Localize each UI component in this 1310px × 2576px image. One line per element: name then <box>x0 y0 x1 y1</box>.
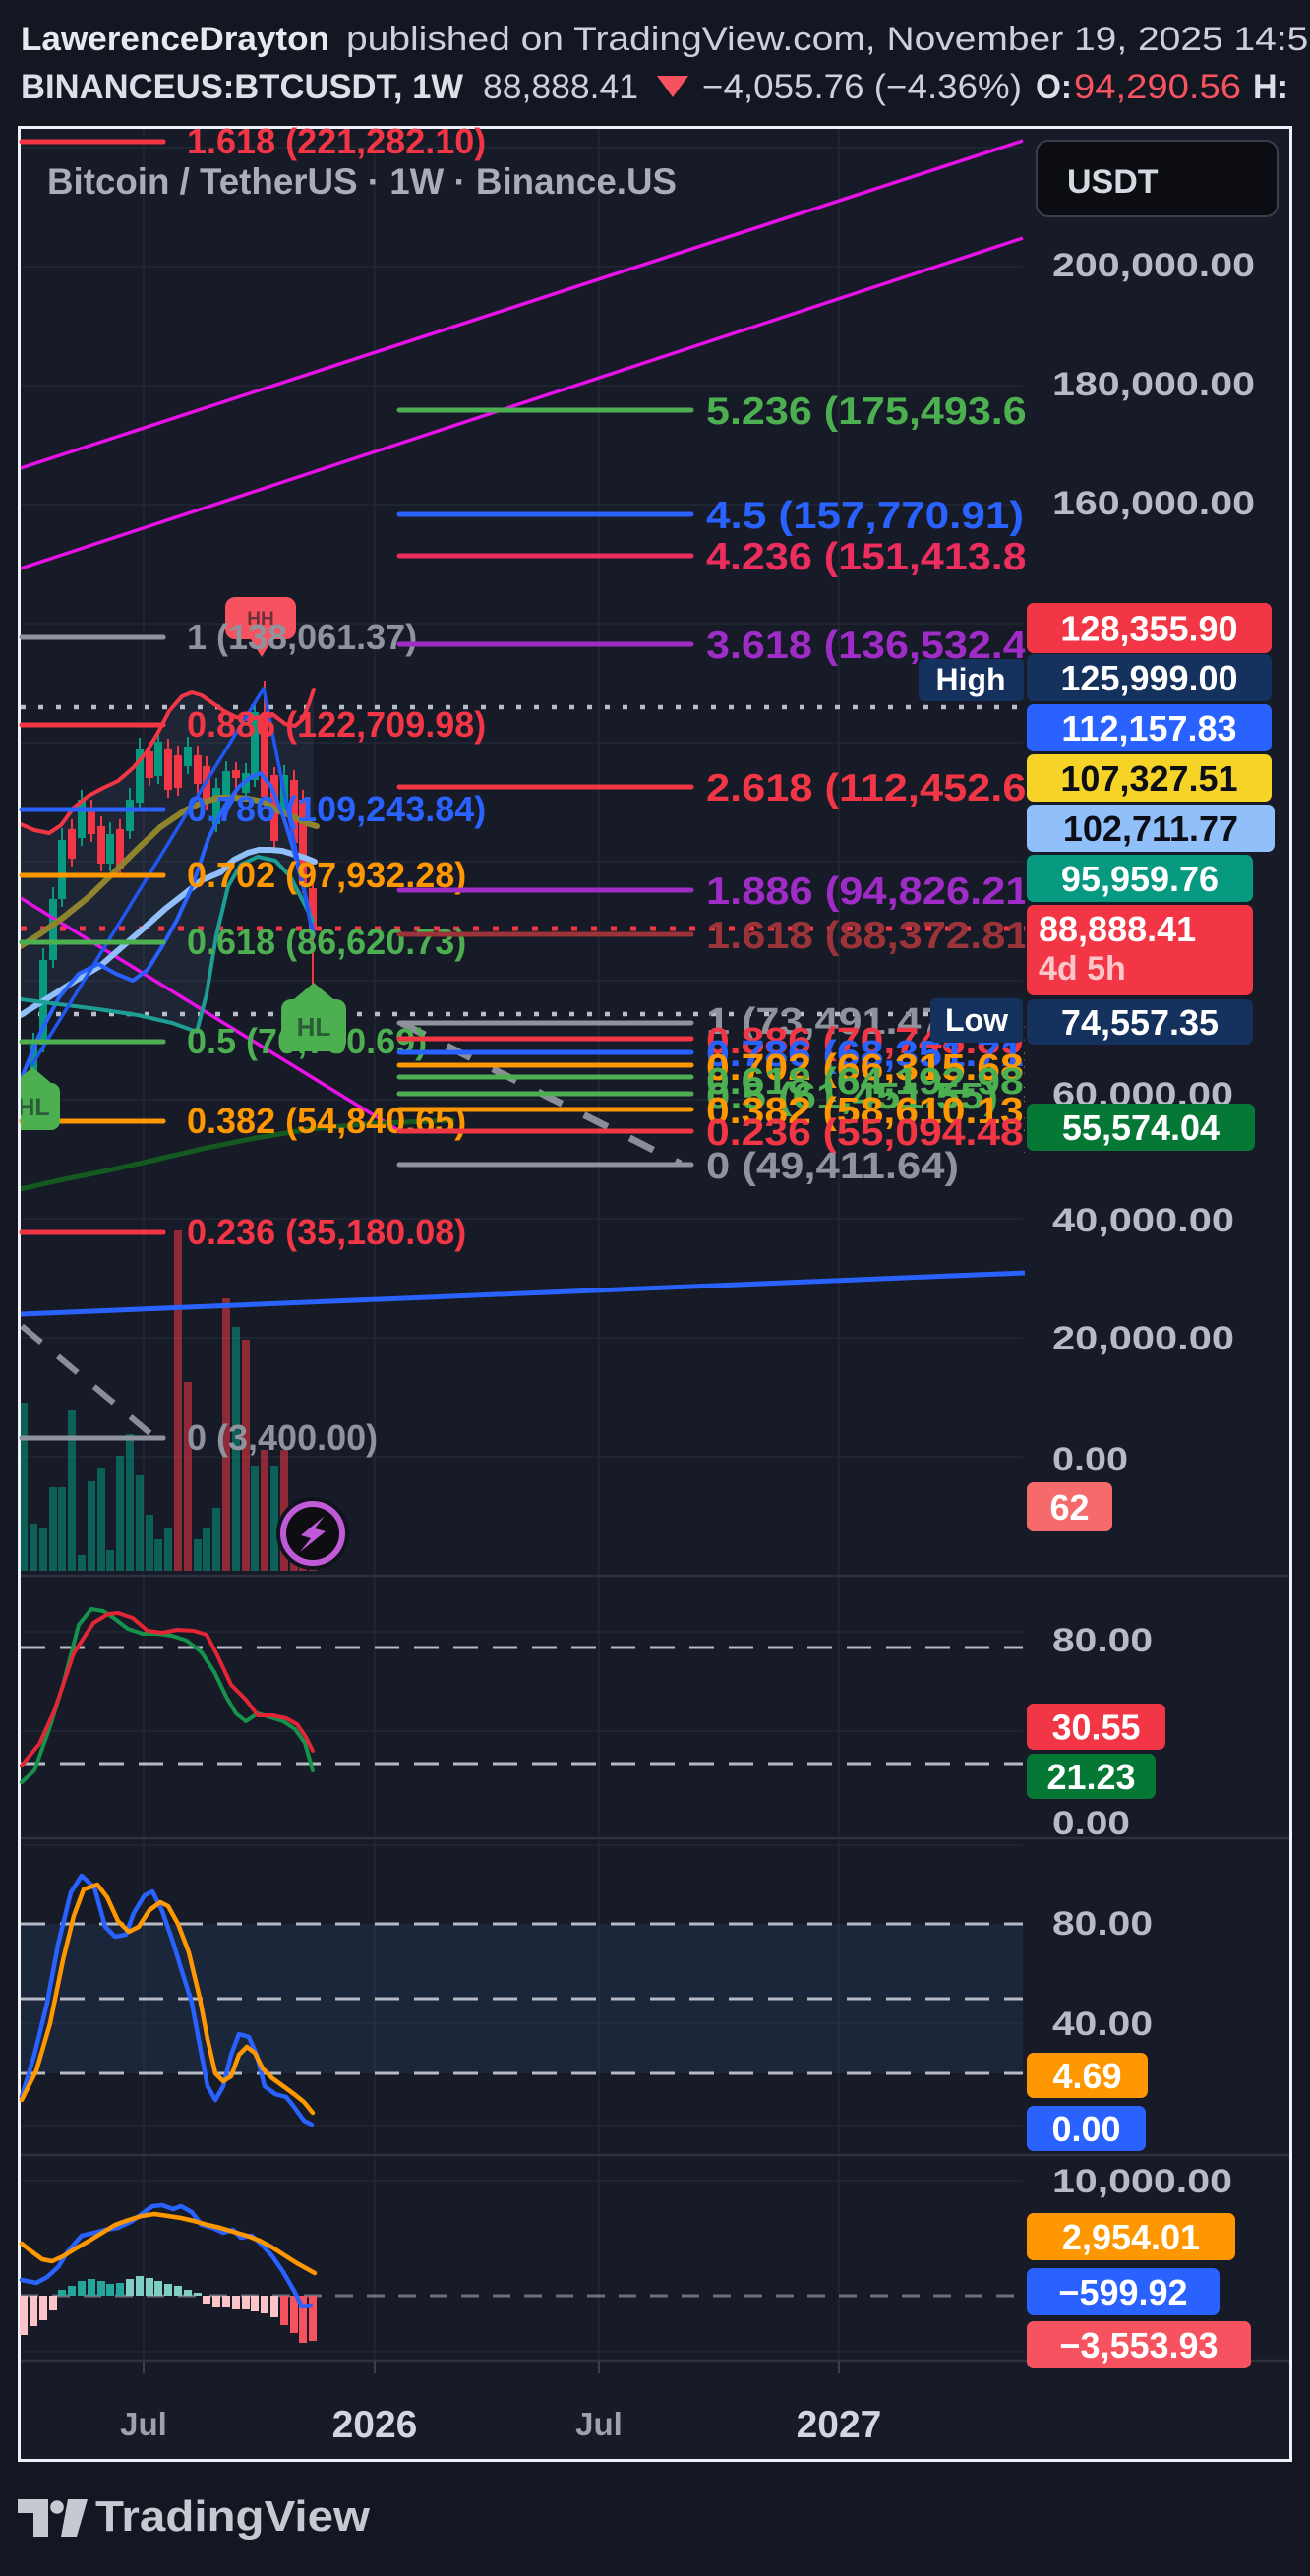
svg-text:H:: H: <box>1253 68 1288 106</box>
svg-text:HL: HL <box>297 1012 331 1042</box>
svg-text:O:: O: <box>1036 68 1072 106</box>
svg-text:112,157.83: 112,157.83 <box>1061 708 1236 749</box>
svg-text:107,327.51: 107,327.51 <box>1060 758 1237 799</box>
svg-text:HH: HH <box>247 609 273 629</box>
svg-text:40.00: 40.00 <box>1052 2006 1153 2043</box>
svg-text:4.69: 4.69 <box>1052 2056 1121 2096</box>
svg-text:80.00: 80.00 <box>1052 1622 1153 1659</box>
svg-text:0 (3,400.00): 0 (3,400.00) <box>187 1417 378 1458</box>
svg-text:20,000.00: 20,000.00 <box>1052 1320 1234 1357</box>
svg-text:−3,553.93: −3,553.93 <box>1059 2325 1218 2366</box>
svg-text:0.382 (54,840.65): 0.382 (54,840.65) <box>187 1101 466 1141</box>
svg-text:USDT: USDT <box>1067 163 1159 201</box>
svg-text:2026: 2026 <box>332 2404 418 2446</box>
svg-text:88,888.41: 88,888.41 <box>1039 909 1196 949</box>
svg-text:−599.92: −599.92 <box>1058 2272 1187 2312</box>
svg-text:40,000.00: 40,000.00 <box>1052 1202 1234 1239</box>
svg-text:0.236 (55,094.48): 0.236 (55,094.48) <box>706 1112 1038 1154</box>
svg-text:21.23: 21.23 <box>1046 1757 1135 1797</box>
svg-text:0.00: 0.00 <box>1052 1805 1130 1842</box>
svg-text:−4,055.76 (−4.36%): −4,055.76 (−4.36%) <box>702 68 1022 106</box>
svg-text:74,557.35: 74,557.35 <box>1061 1002 1219 1043</box>
svg-text:TradingView: TradingView <box>95 2492 371 2541</box>
svg-text:4d 5h: 4d 5h <box>1039 950 1126 988</box>
svg-text:4.236 (151,413.86): 4.236 (151,413.86) <box>706 536 1064 578</box>
svg-text:55,574.04: 55,574.04 <box>1062 1108 1220 1148</box>
svg-text:HL: HL <box>17 1094 49 1121</box>
svg-text:180,000.00: 180,000.00 <box>1052 366 1255 403</box>
svg-text:published on TradingView.com,: published on TradingView.com, November 1… <box>346 21 1310 58</box>
svg-text:88,888.41: 88,888.41 <box>483 68 638 106</box>
svg-text:94,290.56: 94,290.56 <box>1074 68 1241 106</box>
svg-text:LawerenceDrayton: LawerenceDrayton <box>21 21 329 58</box>
svg-text:128,355.90: 128,355.90 <box>1060 609 1237 649</box>
svg-text:125,999.00: 125,999.00 <box>1060 658 1237 698</box>
svg-text:200,000.00: 200,000.00 <box>1052 247 1255 284</box>
svg-text:0.618 (64,192.98): 0.618 (64,192.98) <box>706 1061 1038 1103</box>
svg-text:0.618 (86,620.73): 0.618 (86,620.73) <box>187 922 466 962</box>
svg-text:10,000.00: 10,000.00 <box>1052 2163 1232 2200</box>
svg-text:5.236 (175,493.68): 5.236 (175,493.68) <box>706 390 1064 433</box>
svg-text:High: High <box>935 662 1005 697</box>
svg-text:1.618 (221,282.10): 1.618 (221,282.10) <box>187 121 486 161</box>
svg-text:1.618 (88,372.81): 1.618 (88,372.81) <box>706 915 1043 957</box>
svg-text:160,000.00: 160,000.00 <box>1052 485 1255 522</box>
svg-text:1 (138,061.37): 1 (138,061.37) <box>187 617 417 657</box>
svg-text:2027: 2027 <box>797 2404 882 2446</box>
svg-text:102,711.77: 102,711.77 <box>1063 809 1238 849</box>
svg-text:80.00: 80.00 <box>1052 1905 1153 1943</box>
svg-text:30.55: 30.55 <box>1051 1707 1140 1748</box>
svg-text:0.786 (109,243.84): 0.786 (109,243.84) <box>187 789 486 829</box>
svg-text:4.5 (157,770.91): 4.5 (157,770.91) <box>706 495 1024 537</box>
svg-text:Jul: Jul <box>120 2406 167 2442</box>
svg-text:BINANCEUS:BTCUSDT, 1W: BINANCEUS:BTCUSDT, 1W <box>21 68 463 106</box>
svg-text:0 (49,411.64): 0 (49,411.64) <box>706 1146 959 1187</box>
svg-text:0.382 (58,610.13): 0.382 (58,610.13) <box>706 1091 1038 1132</box>
svg-text:0.886 (122,709.98): 0.886 (122,709.98) <box>187 704 486 745</box>
svg-text:Jul: Jul <box>575 2406 623 2442</box>
svg-text:0.236 (35,180.08): 0.236 (35,180.08) <box>187 1212 466 1252</box>
svg-text:1 (73,491.47): 1 (73,491.47) <box>706 1001 959 1043</box>
svg-text:0.00: 0.00 <box>1051 2109 1120 2149</box>
svg-text:2.618 (112,452.63): 2.618 (112,452.63) <box>706 767 1064 809</box>
svg-text:0.00: 0.00 <box>1052 1441 1128 1478</box>
svg-text:0.5 (61,451.55): 0.5 (61,451.55) <box>706 1076 998 1117</box>
svg-text:62: 62 <box>1049 1487 1089 1528</box>
svg-text:Low: Low <box>945 1002 1008 1038</box>
svg-text:Bitcoin / TetherUS · 1W · Bina: Bitcoin / TetherUS · 1W · Binance.US <box>47 161 677 202</box>
svg-text:95,959.76: 95,959.76 <box>1061 859 1219 899</box>
svg-text:2,954.01: 2,954.01 <box>1062 2217 1200 2257</box>
svg-text:0.702 (66,315.68): 0.702 (66,315.68) <box>706 1048 1038 1089</box>
svg-text:1.886 (94,826.21): 1.886 (94,826.21) <box>706 870 1043 913</box>
